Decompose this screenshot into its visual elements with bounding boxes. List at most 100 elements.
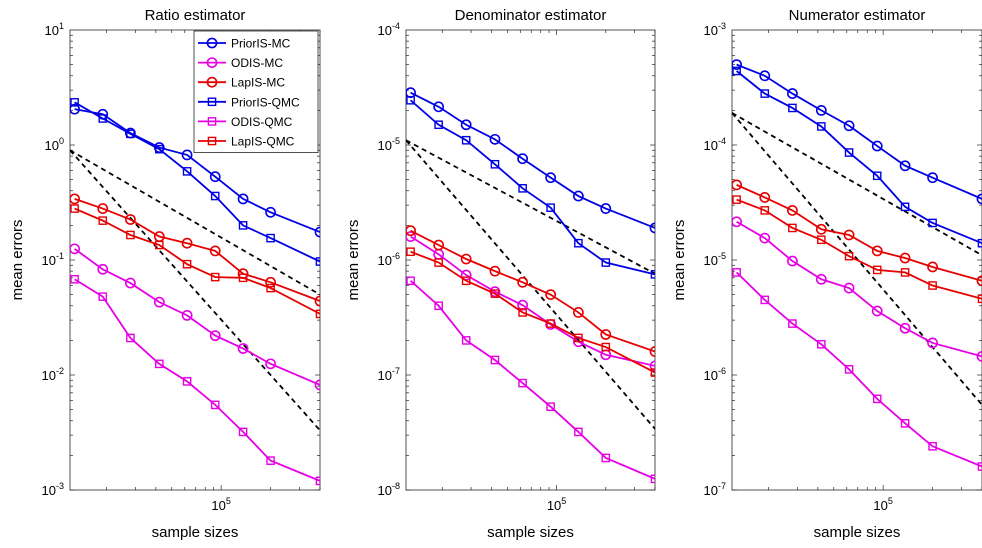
data-point bbox=[461, 276, 471, 286]
series-lapis-qmc bbox=[70, 204, 320, 319]
series-line bbox=[74, 108, 320, 233]
data-point bbox=[406, 276, 415, 286]
data-point bbox=[817, 235, 826, 245]
data-point bbox=[265, 358, 276, 370]
y-tick-label: 10-6 bbox=[704, 366, 726, 383]
data-point bbox=[518, 378, 527, 388]
series-prioris-qmc bbox=[406, 95, 655, 279]
data-point bbox=[788, 103, 797, 113]
reference-line bbox=[70, 149, 320, 296]
data-point bbox=[900, 419, 910, 428]
reference-line bbox=[406, 139, 655, 275]
series-line bbox=[74, 198, 320, 302]
data-point bbox=[759, 232, 771, 244]
data-point bbox=[732, 179, 742, 191]
series-lapis-mc bbox=[406, 225, 655, 357]
y-tick-label: 10-4 bbox=[378, 21, 400, 38]
data-point bbox=[97, 203, 109, 214]
data-point bbox=[209, 330, 221, 342]
data-point bbox=[237, 193, 249, 205]
data-point bbox=[759, 192, 771, 203]
legend-marker bbox=[206, 76, 218, 88]
axes-box bbox=[405, 29, 656, 491]
data-point bbox=[815, 223, 827, 235]
data-point bbox=[546, 203, 555, 212]
data-point bbox=[572, 190, 584, 202]
series-line bbox=[410, 235, 655, 367]
data-point bbox=[97, 263, 109, 275]
data-point bbox=[461, 336, 471, 345]
data-point bbox=[787, 255, 798, 267]
series-odis-qmc bbox=[732, 268, 982, 471]
y-tick-label: 10-1 bbox=[42, 251, 64, 268]
data-point bbox=[490, 289, 500, 298]
data-point bbox=[601, 258, 611, 267]
data-point bbox=[815, 273, 827, 285]
legend-marker bbox=[207, 97, 217, 107]
data-point bbox=[155, 359, 164, 369]
data-point bbox=[927, 261, 938, 273]
data-point bbox=[182, 377, 192, 386]
data-point bbox=[98, 216, 108, 225]
data-point bbox=[574, 238, 583, 248]
reference-line bbox=[732, 112, 982, 257]
data-point bbox=[759, 70, 771, 82]
data-point bbox=[181, 237, 193, 249]
series-odis-qmc bbox=[406, 276, 655, 484]
data-point bbox=[928, 281, 937, 290]
series-line bbox=[736, 220, 982, 358]
data-point bbox=[460, 119, 472, 131]
series-lapis-qmc bbox=[732, 195, 982, 304]
chart-title: Ratio estimator bbox=[145, 7, 246, 24]
panel-3: 10-7 10-6 10-5 10-4 10-3 105 Numerator estimat… bbox=[671, 7, 982, 541]
data-point bbox=[238, 273, 248, 283]
data-point bbox=[70, 193, 80, 205]
series-line bbox=[74, 207, 320, 315]
legend-item: PriorIS-QMC bbox=[198, 95, 300, 109]
data-point bbox=[732, 195, 741, 204]
legend-box bbox=[193, 30, 319, 153]
legend-label: LapIS-MC bbox=[231, 76, 285, 90]
legend-item: LapIS-MC bbox=[198, 76, 285, 90]
data-point bbox=[732, 216, 742, 228]
data-point bbox=[315, 309, 320, 319]
reference-line bbox=[732, 112, 982, 406]
x-axis-label: sample sizes bbox=[487, 524, 574, 541]
data-point bbox=[872, 171, 882, 181]
data-point bbox=[70, 98, 79, 107]
legend-marker bbox=[206, 57, 218, 68]
data-point bbox=[266, 456, 275, 465]
data-point bbox=[545, 172, 557, 184]
data-point bbox=[601, 453, 611, 463]
data-point bbox=[489, 265, 501, 277]
panel-2: 10-8 10-7 10-6 10-5 10-4 105 Denominator estim… bbox=[345, 7, 656, 541]
y-tick-label: 101 bbox=[45, 21, 64, 38]
y-tick-label: 10-2 bbox=[42, 366, 64, 383]
x-axis-label: sample sizes bbox=[814, 524, 901, 541]
data-point bbox=[406, 95, 415, 105]
data-point bbox=[210, 191, 220, 201]
data-point bbox=[844, 251, 854, 261]
data-point bbox=[871, 140, 883, 152]
data-point bbox=[490, 159, 500, 169]
data-point bbox=[927, 172, 938, 184]
y-tick-label: 10-5 bbox=[378, 136, 400, 153]
data-point bbox=[546, 319, 555, 328]
data-point bbox=[314, 295, 320, 307]
data-point bbox=[977, 294, 982, 304]
y-tick-label: 10-7 bbox=[378, 366, 400, 383]
series-prioris-qmc bbox=[70, 98, 320, 266]
data-point bbox=[126, 333, 135, 343]
data-point bbox=[649, 222, 655, 234]
data-point bbox=[649, 346, 655, 357]
data-point bbox=[760, 206, 770, 215]
y-axis-label: mean errors bbox=[9, 220, 26, 301]
data-point bbox=[817, 122, 826, 131]
legend-label: ODIS-QMC bbox=[231, 115, 293, 129]
data-point bbox=[153, 296, 165, 308]
data-point bbox=[732, 268, 741, 277]
series-line bbox=[736, 70, 982, 245]
y-tick-label: 10-6 bbox=[378, 251, 400, 268]
data-point bbox=[70, 274, 79, 284]
